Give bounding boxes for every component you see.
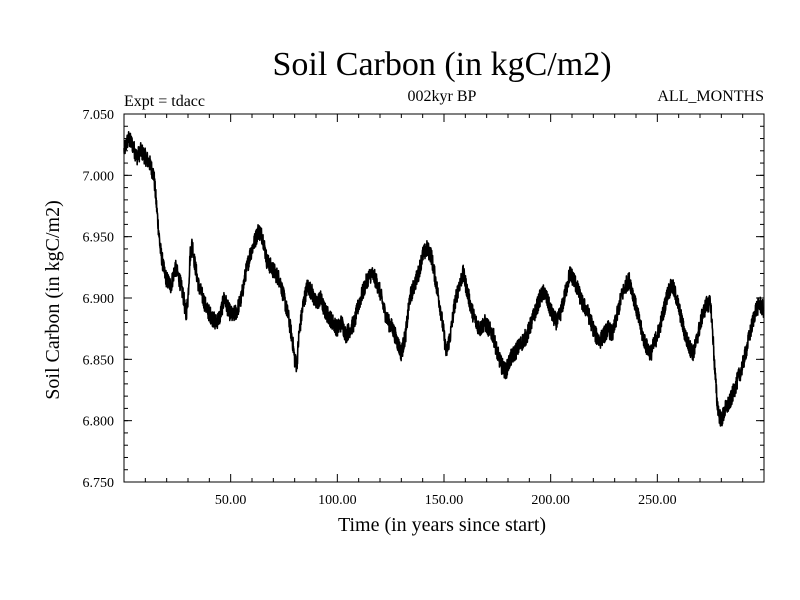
y-tick-label: 7.050 — [83, 108, 115, 123]
x-axis-ticks: 50.00 100.00 150.00 200.00 250.00 — [144, 114, 744, 508]
plot-series — [123, 131, 765, 427]
y-tick-label: 7.000 — [83, 169, 115, 184]
y-tick-label: 6.850 — [83, 353, 115, 368]
x-tick-label: 50.00 — [215, 493, 247, 508]
x-tick-label: 250.00 — [638, 493, 677, 508]
plot-frame — [123, 113, 765, 483]
soil-carbon-series-line — [123, 131, 765, 427]
chart-title: Soil Carbon (in kgC/m2) — [272, 46, 611, 83]
x-tick-label: 100.00 — [318, 493, 357, 508]
x-tick-label: 200.00 — [531, 493, 570, 508]
experiment-label: Expt = tdacc — [124, 93, 205, 110]
chart-subtitle: 002kyr BP — [408, 88, 477, 105]
months-label: ALL_MONTHS — [657, 88, 764, 105]
y-tick-label: 6.750 — [83, 476, 115, 491]
x-tick-label: 150.00 — [425, 493, 464, 508]
y-axis-label: Soil Carbon (in kgC/m2) — [42, 200, 64, 399]
y-tick-label: 6.900 — [83, 292, 115, 307]
x-axis-label: Time (in years since start) — [338, 514, 546, 536]
y-tick-label: 6.950 — [83, 231, 115, 246]
y-tick-label: 6.800 — [83, 415, 115, 430]
